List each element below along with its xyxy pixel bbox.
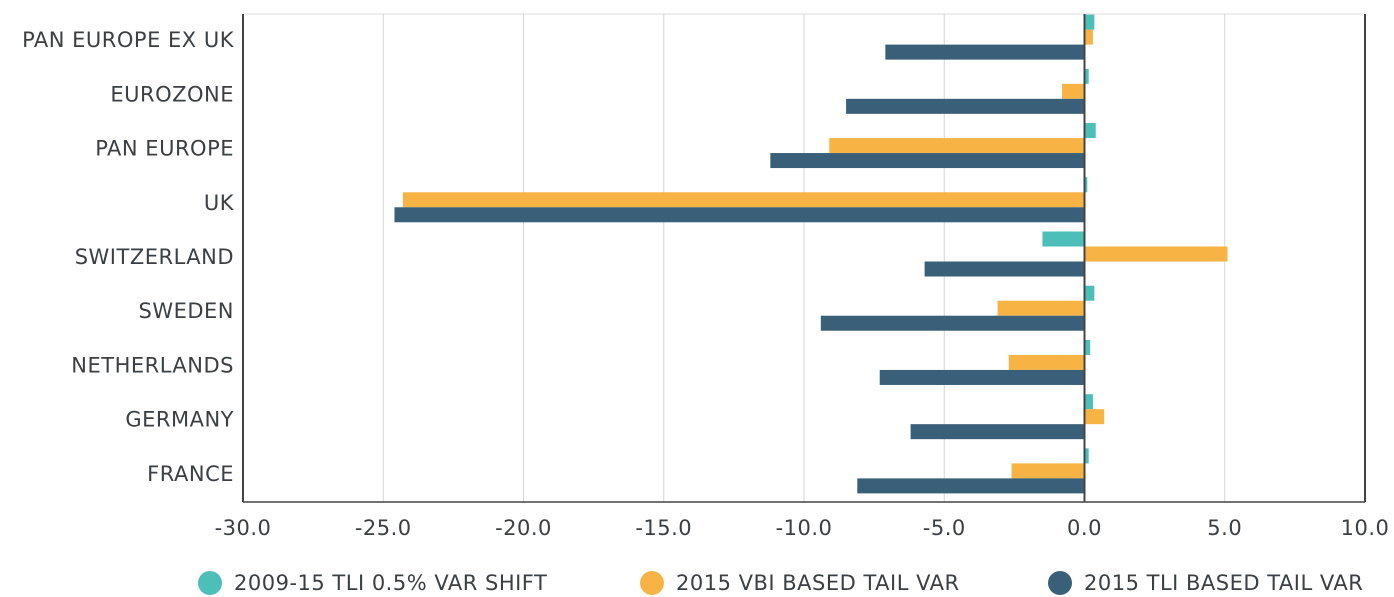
bar xyxy=(402,192,1085,208)
y-tick-label: SWEDEN xyxy=(138,299,234,323)
bar xyxy=(885,44,1085,60)
x-tick-label: -20.0 xyxy=(495,516,552,540)
legend-label: 2009-15 TLI 0.5% VAR SHIFT xyxy=(234,571,547,595)
bar xyxy=(770,153,1085,169)
bar xyxy=(1084,285,1095,301)
bar xyxy=(1084,29,1093,45)
bar xyxy=(910,424,1085,440)
y-tick-label: FRANCE xyxy=(147,462,234,486)
bar xyxy=(1084,394,1093,410)
y-tick-label: PAN EUROPE EX UK xyxy=(22,28,235,52)
legend-swatch xyxy=(1048,571,1072,595)
bar xyxy=(1011,463,1085,479)
bar xyxy=(1084,409,1105,425)
bar xyxy=(1008,354,1085,370)
x-tick-label: -25.0 xyxy=(355,516,412,540)
bar xyxy=(857,478,1085,494)
bar xyxy=(1042,231,1085,247)
bar xyxy=(1084,68,1089,84)
bar xyxy=(829,138,1085,154)
x-tick-label: 0.0 xyxy=(1067,516,1102,540)
legend-swatch xyxy=(640,571,664,595)
bar xyxy=(1084,177,1088,193)
bar xyxy=(924,261,1085,277)
bar xyxy=(1084,448,1089,464)
x-tick-label: 10.0 xyxy=(1341,516,1390,540)
y-tick-label: EUROZONE xyxy=(110,82,234,106)
bar xyxy=(394,207,1085,223)
x-tick-label: 5.0 xyxy=(1207,516,1242,540)
bar xyxy=(1084,14,1095,30)
bar xyxy=(1084,246,1228,262)
bar xyxy=(820,315,1085,331)
x-tick-label: -30.0 xyxy=(215,516,272,540)
legend-label: 2015 VBI BASED TAIL VAR xyxy=(676,571,960,595)
y-tick-label: NETHERLANDS xyxy=(71,353,234,377)
legend-label: 2015 TLI BASED TAIL VAR xyxy=(1084,571,1363,595)
bar xyxy=(1062,83,1085,99)
bar xyxy=(1084,339,1091,355)
x-tick-label: -15.0 xyxy=(635,516,692,540)
bar xyxy=(997,300,1085,316)
legend-swatch xyxy=(198,571,222,595)
bar xyxy=(1084,123,1096,139)
bar xyxy=(846,98,1085,114)
y-tick-label: UK xyxy=(204,191,235,215)
y-tick-label: PAN EUROPE xyxy=(95,137,234,161)
y-tick-label: GERMANY xyxy=(125,408,234,432)
x-tick-label: -10.0 xyxy=(776,516,833,540)
y-tick-label: SWITZERLAND xyxy=(75,245,234,269)
bar xyxy=(879,369,1085,385)
x-tick-label: -5.0 xyxy=(923,516,966,540)
